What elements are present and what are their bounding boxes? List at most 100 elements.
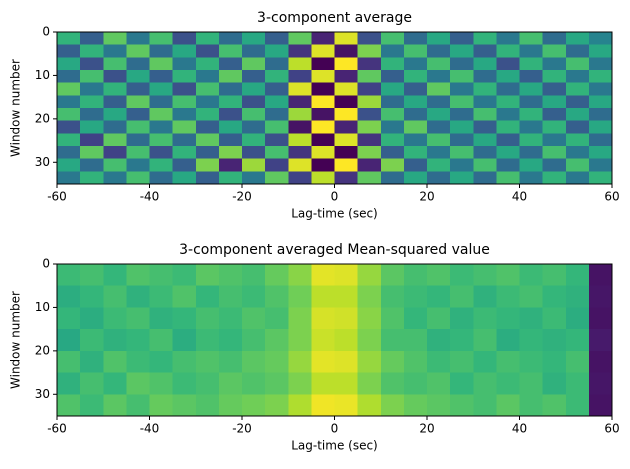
heatmap-cell [357,44,382,58]
heatmap-cell [103,133,127,147]
heatmap-cell [311,32,336,46]
heatmap-cell [218,146,243,160]
heatmap-cell [80,264,104,287]
heatmap-cell [380,44,405,58]
heatmap-cell [218,70,243,84]
heatmap-cell [450,108,474,122]
heatmap-cell [265,82,289,96]
heatmap-cell [380,285,405,309]
chart-title: 3-component average [257,10,412,26]
heatmap-cell [80,120,104,134]
heatmap-cell [473,350,497,374]
heatmap-cell [265,394,289,417]
heatmap-cell [218,82,243,96]
heatmap-cell [334,158,359,172]
heatmap-cell [265,133,289,147]
heatmap-cell [103,57,127,71]
heatmap-cell [565,285,590,309]
heatmap-cell [195,44,220,58]
heatmap-cell [427,133,451,147]
heatmap-cell [450,133,474,147]
heatmap-cell [357,329,382,352]
heatmap-cell [195,70,220,84]
heatmap-cell [103,70,127,84]
heatmap-cell [519,70,544,84]
heatmap-cell [57,285,81,309]
heatmap-cell [172,95,197,109]
heatmap-cell [80,44,104,58]
heatmap-cell [588,82,613,96]
heatmap-cell [334,108,359,122]
heatmap-cell [126,32,151,46]
heatmap-cell [519,57,544,71]
heatmap-cell [450,57,474,71]
heatmap-cell [450,82,474,96]
heatmap-cell [357,372,382,395]
y-tick-label: 30 [35,387,50,401]
heatmap-cell [357,146,382,160]
heatmap-cell [149,95,174,109]
heatmap-cell [380,133,405,147]
heatmap-cell [403,82,428,96]
y-tick-label: 30 [35,155,50,169]
heatmap-cell [103,146,127,160]
heatmap-cell [172,285,197,309]
heatmap-cell [57,307,81,330]
heatmap-cell [265,70,289,84]
heatmap-cell [427,108,451,122]
heatmap-cell [265,57,289,71]
heatmap-cell [126,146,151,160]
heatmap-cell [149,329,174,352]
heatmap-cell [288,307,312,330]
heatmap-cell [519,372,544,395]
heatmap-cell [380,158,405,172]
heatmap-cell [172,394,197,417]
heatmap-cell [427,158,451,172]
heatmap-cell [126,264,151,287]
x-tick-label: -40 [140,422,160,436]
heatmap-cell [195,171,220,185]
heatmap-cell [380,350,405,374]
heatmap-cell [80,372,104,395]
heatmap-cell [496,44,521,58]
heatmap-cell [103,264,127,287]
x-tick-label: 20 [419,422,434,436]
heatmap-cell [427,95,451,109]
heatmap-cell [519,82,544,96]
heatmap-cell [334,82,359,96]
x-tick-label: -20 [232,422,252,436]
heatmap-cell [357,133,382,147]
heatmap-cell [542,95,567,109]
heatmap-cell [473,108,497,122]
heatmap-cell [149,82,174,96]
heatmap-cell [473,329,497,352]
heatmap-cell [57,108,81,122]
heatmap-cell [242,146,266,160]
heatmap-cell [427,171,451,185]
heatmap-cell [195,82,220,96]
heatmap-cell [311,307,336,330]
heatmap-cell [588,307,613,330]
heatmap-cell [218,285,243,309]
heatmap-cell [57,95,81,109]
heatmap-cell [265,44,289,58]
heatmap-cell [588,44,613,58]
heatmap-cell [565,70,590,84]
heatmap-cell [311,171,336,185]
heatmap-cell [473,372,497,395]
heatmap-cell [265,146,289,160]
heatmap-cell [265,329,289,352]
heatmap-cell [542,158,567,172]
heatmap-cell [126,95,151,109]
heatmap-cell [403,57,428,71]
heatmap-cell [80,133,104,147]
heatmap-cell [496,146,521,160]
heatmap-cell [103,350,127,374]
heatmap-cell [588,158,613,172]
x-tick-label: -60 [47,190,67,204]
heatmap-cell [403,133,428,147]
heatmap-cell [450,44,474,58]
heatmap-cell [311,95,336,109]
heatmap-cell [195,158,220,172]
heatmap-cell [473,95,497,109]
